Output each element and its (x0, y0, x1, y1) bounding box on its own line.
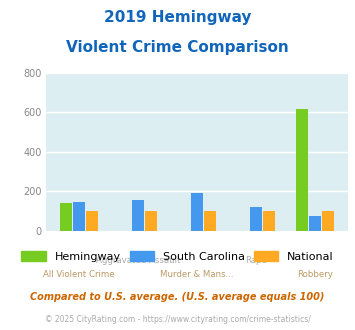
Bar (86, 211, 98, 231)
Bar (132, 200, 144, 231)
Bar (309, 215, 321, 231)
Legend: Hemingway, South Carolina, National: Hemingway, South Carolina, National (17, 247, 338, 267)
Text: 2019 Hemingway: 2019 Hemingway (104, 10, 251, 25)
Bar (263, 211, 275, 231)
Text: Robbery: Robbery (297, 270, 333, 279)
Bar (191, 193, 203, 231)
Text: Murder & Mans...: Murder & Mans... (160, 270, 234, 279)
Bar (145, 211, 157, 231)
Bar (250, 207, 262, 231)
Bar (73, 202, 85, 231)
Text: All Violent Crime: All Violent Crime (43, 270, 115, 279)
Bar (322, 211, 334, 231)
Bar (60, 203, 72, 231)
Text: Violent Crime Comparison: Violent Crime Comparison (66, 40, 289, 54)
Text: Compared to U.S. average. (U.S. average equals 100): Compared to U.S. average. (U.S. average … (30, 292, 325, 302)
Text: Aggravated Assault: Aggravated Assault (96, 256, 180, 265)
Text: © 2025 CityRating.com - https://www.cityrating.com/crime-statistics/: © 2025 CityRating.com - https://www.city… (45, 315, 310, 324)
Bar (296, 109, 308, 231)
Bar (204, 211, 216, 231)
Text: Rape: Rape (245, 256, 267, 265)
